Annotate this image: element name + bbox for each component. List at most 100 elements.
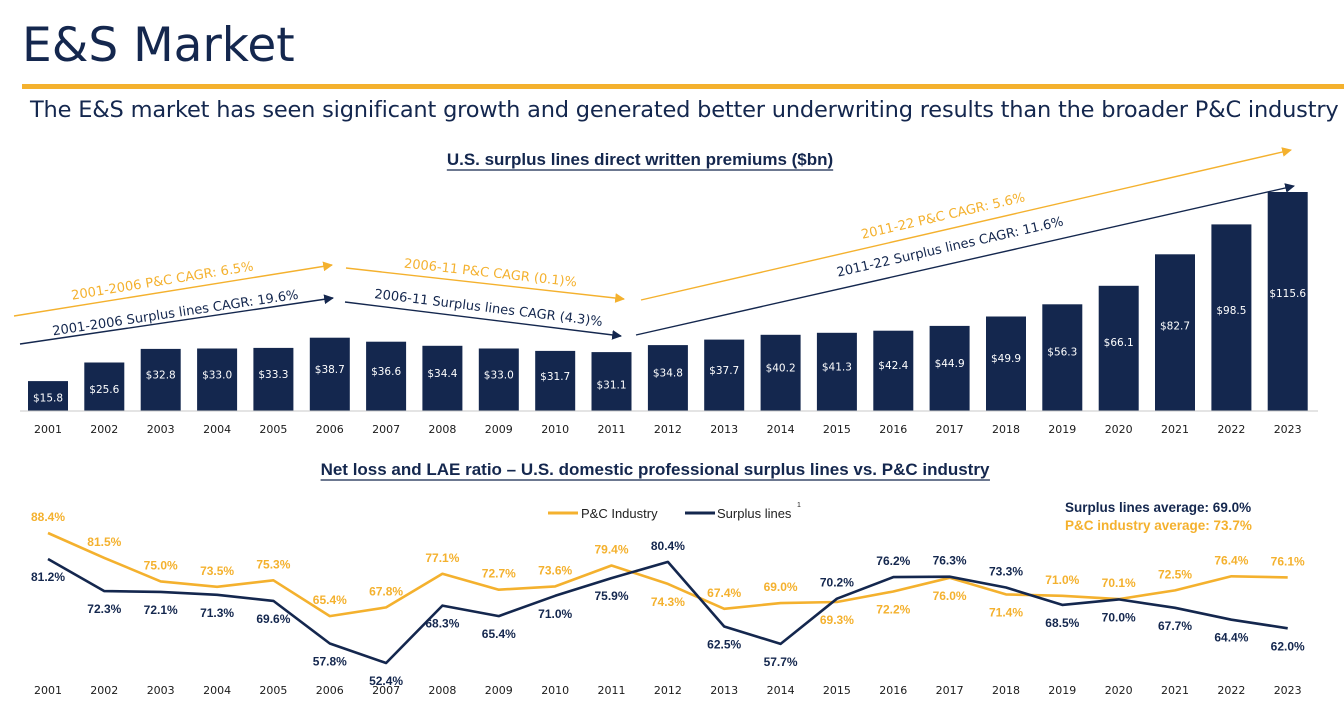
pc-industry-value-label: 72.2% [876,603,910,617]
cagr-arrow-gold [640,147,1292,301]
pc-industry-value-label: 81.5% [87,535,121,549]
line-year-label: 2016 [879,684,907,697]
line-year-label: 2009 [485,684,513,697]
pc-industry-value-label: 70.1% [1102,576,1136,590]
bar-year-label: 2004 [203,423,231,436]
line-year-label: 2012 [654,684,682,697]
premium-value-label: $56.3 [1047,347,1077,359]
bar-year-label: 2002 [90,423,118,436]
bar-year-label: 2007 [372,423,400,436]
bar-year-label: 2016 [879,423,907,436]
pc-industry-value-label: 73.5% [200,564,234,578]
line-year-label: 2014 [767,684,795,697]
legend-label-surplus-lines: Surplus lines [717,506,792,521]
premium-bar-2012 [647,345,688,411]
premium-value-label: $25.6 [89,384,119,396]
bar-year-label: 2006 [316,423,344,436]
premium-bar-2020 [1098,285,1139,411]
premium-value-label: $31.7 [540,371,570,383]
surplus-lines-value-label: 69.6% [256,612,290,626]
surplus-lines-value-label: 76.2% [876,554,910,568]
premium-value-label: $66.1 [1104,337,1134,349]
line-year-label: 2018 [992,684,1020,697]
line-year-label: 2017 [936,684,964,697]
cagr-arrow-navy [19,294,334,345]
pc-industry-value-label: 71.4% [989,605,1023,619]
bar-year-label: 2005 [259,423,287,436]
bar-year-label: 2022 [1217,423,1245,436]
premium-value-label: $115.6 [1269,288,1306,300]
line-year-label: 2015 [823,684,851,697]
premium-bar-2022 [1211,224,1252,411]
pc-industry-value-label: 69.0% [764,580,798,594]
premium-value-label: $32.8 [146,370,176,382]
premium-value-label: $42.4 [878,360,908,372]
bar-year-label: 2010 [541,423,569,436]
premium-bar-2011 [591,352,632,411]
premium-value-label: $34.4 [427,368,457,380]
pc-industry-average: P&C industry average: 73.7% [1065,518,1252,533]
premium-value-label: $37.7 [709,365,739,377]
pc-industry-value-label: 76.0% [933,589,967,603]
line-year-label: 2005 [259,684,287,697]
premium-bar-2005 [253,347,294,411]
surplus-lines-value-label: 81.2% [31,570,65,584]
loss-ratio-line-chart: Net loss and LAE ratio – U.S. domestic p… [31,460,1305,697]
bar-year-label: 2015 [823,423,851,436]
premium-value-label: $36.6 [371,366,401,378]
line-year-label: 2010 [541,684,569,697]
premium-value-label: $41.3 [822,361,852,373]
premium-value-label: $33.0 [202,370,232,382]
title-underline [22,84,1344,89]
bar-year-label: 2008 [428,423,456,436]
surplus-lines-value-label: 62.0% [1271,639,1305,653]
line-chart-legend: P&C Industry Surplus lines 1 [548,502,801,521]
line-year-label: 2011 [598,684,626,697]
pc-industry-series-line [47,531,1288,618]
pc-industry-value-label: 76.4% [1214,553,1248,567]
surplus-lines-value-label: 68.5% [1045,616,1079,630]
pc-industry-value-label: 79.4% [594,543,628,557]
surplus-lines-value-label: 72.1% [144,603,178,617]
bar-chart-title: U.S. surplus lines direct written premiu… [447,150,833,169]
bar-year-label: 2003 [147,423,175,436]
premium-bar-2001 [28,381,68,411]
surplus-lines-value-label: 76.3% [933,554,967,568]
line-year-label: 2007 [372,684,400,697]
surplus-lines-value-label: 71.3% [200,606,234,620]
pc-industry-value-label: 77.1% [425,551,459,565]
legend-label-pc-industry: P&C Industry [581,506,658,521]
premium-value-label: $31.1 [596,380,626,392]
surplus-lines-value-label: 70.2% [820,576,854,590]
bar-year-label: 2018 [992,423,1020,436]
bar-year-label: 2023 [1274,423,1302,436]
surplus-lines-value-label: 73.3% [989,565,1023,579]
premium-value-label: $34.8 [653,368,683,380]
bar-year-label: 2012 [654,423,682,436]
premium-bar-2023 [1267,192,1308,411]
cagr-arrow-gold [13,261,333,317]
line-chart-title: Net loss and LAE ratio – U.S. domestic p… [321,460,990,479]
premium-value-label: $44.9 [935,358,965,370]
premium-value-label: $40.2 [766,362,796,374]
cagr-label-gold: 2006-11 P&C CAGR (0.1)% [403,257,577,291]
surplus-lines-value-label: 57.7% [764,655,798,669]
bar-year-label: 2021 [1161,423,1189,436]
premium-value-label: $33.3 [258,369,288,381]
premium-bar-2006 [309,337,350,411]
surplus-lines-value-label: 67.7% [1158,619,1192,633]
premium-bar-2018 [986,316,1026,411]
pc-industry-value-label: 75.3% [256,557,290,571]
line-year-label: 2022 [1217,684,1245,697]
premium-value-label: $38.7 [315,364,345,376]
surplus-lines-series-line [47,557,1288,665]
line-year-label: 2023 [1274,684,1302,697]
premium-value-label: $49.9 [991,353,1021,365]
surplus-lines-value-label: 80.4% [651,539,685,553]
premiums-bar-chart: U.S. surplus lines direct written premiu… [13,147,1318,436]
bar-year-label: 2001 [34,423,62,436]
pc-industry-value-label: 69.3% [820,613,854,627]
cagr-arrow-gold [345,267,625,303]
line-year-label: 2003 [147,684,175,697]
